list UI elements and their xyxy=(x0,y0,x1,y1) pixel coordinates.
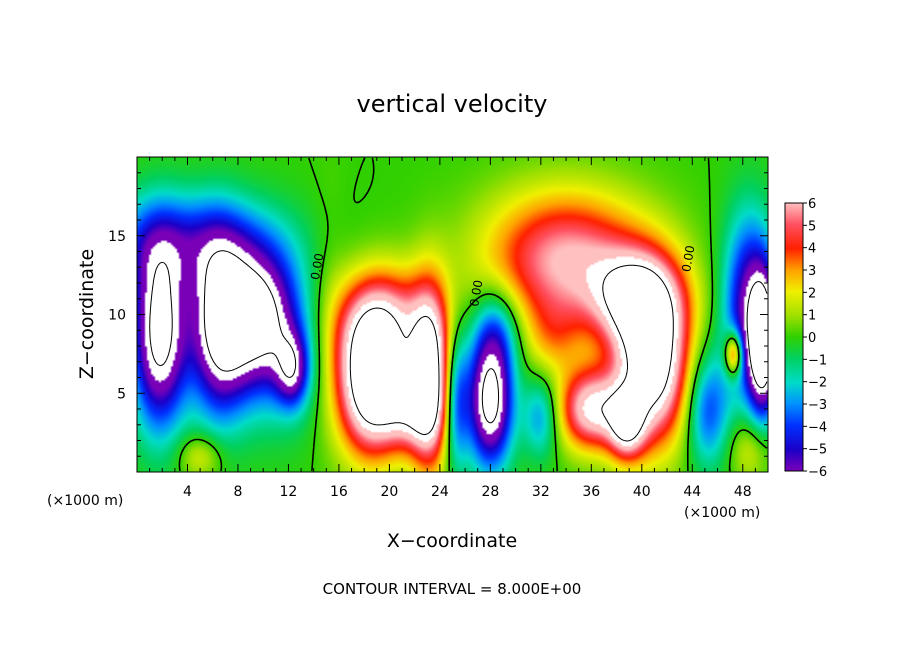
x-tick-label: 12 xyxy=(280,484,298,500)
contour-line xyxy=(349,264,674,442)
velocity-field xyxy=(137,157,768,472)
x-tick-label: 4 xyxy=(183,484,192,500)
colorbar: 6 5 4 3 2 1 0 −1 −2 −3 −4 −5 −6 xyxy=(784,197,827,480)
x-tick-label: 44 xyxy=(683,484,701,500)
colorbar-tick-label: −5 xyxy=(808,443,827,458)
contour-label: 0.00 xyxy=(679,244,697,273)
x-unit-left: (×1000 m) xyxy=(47,493,123,509)
y-tick-label: 5 xyxy=(117,386,126,402)
y-tick-label: 10 xyxy=(108,308,126,324)
x-tick-label: 48 xyxy=(734,484,752,500)
contour-label: 0.00 xyxy=(467,279,485,308)
x-tick-label: 8 xyxy=(233,484,242,500)
y-axis-ticks: 5 10 15 xyxy=(108,172,768,457)
colorbar-tick-label: 3 xyxy=(808,264,816,279)
colorbar-tick-label: 1 xyxy=(808,309,816,324)
x-tick-label: 20 xyxy=(380,484,398,500)
x-axis-label: X−coordinate xyxy=(387,530,517,552)
x-tick-label: 24 xyxy=(431,484,449,500)
contour-lines xyxy=(149,157,768,472)
colorbar-ticks: 6 5 4 3 2 1 0 −1 −2 −3 −4 −5 −6 xyxy=(803,197,827,480)
x-tick-label: 32 xyxy=(532,484,550,500)
colorbar-gradient xyxy=(784,202,804,472)
contour-interval-note: CONTOUR INTERVAL = 8.000E+00 xyxy=(323,580,582,598)
contour-line xyxy=(178,157,768,472)
x-tick-label: 16 xyxy=(330,484,348,500)
contour-label: 0.00 xyxy=(308,252,326,281)
colorbar-tick-label: 4 xyxy=(808,242,816,257)
contour-negative xyxy=(149,250,768,424)
chart-title: vertical velocity xyxy=(357,90,548,118)
colorbar-tick-label: 0 xyxy=(808,331,816,346)
colorbar-tick-label: 5 xyxy=(808,219,816,234)
colorbar-tick-label: −4 xyxy=(808,420,827,435)
colorbar-tick-label: 2 xyxy=(808,286,816,301)
plot-area xyxy=(137,157,768,472)
contour-labels: 0.00 0.00 0.00 xyxy=(308,244,697,307)
colorbar-tick-label: −6 xyxy=(808,465,827,480)
y-tick-label: 15 xyxy=(108,229,126,245)
colorbar-tick-label: −2 xyxy=(808,376,827,391)
x-tick-label: 40 xyxy=(633,484,651,500)
x-axis-ticks: 4 8 12 16 20 24 28 32 36 40 44 48 xyxy=(149,157,756,500)
y-axis-label: Z−coordinate xyxy=(76,249,98,379)
colorbar-tick-label: −1 xyxy=(808,353,827,368)
x-tick-label: 36 xyxy=(582,484,600,500)
x-unit-right: (×1000 m) xyxy=(684,505,760,521)
colorbar-tick-label: −3 xyxy=(808,398,827,413)
x-tick-label: 28 xyxy=(481,484,499,500)
colorbar-tick-label: 6 xyxy=(808,197,816,212)
